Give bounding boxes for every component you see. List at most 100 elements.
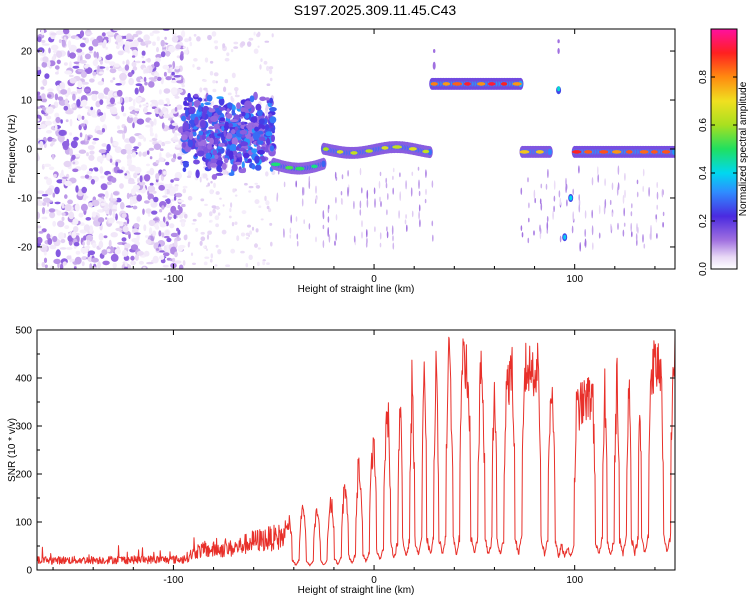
spectrogram-cell [171, 35, 179, 43]
spectrogram-cell [232, 188, 236, 193]
spectrogram-cell [283, 181, 286, 188]
spectrogram-cell [130, 255, 135, 261]
spectrogram-cell [149, 32, 154, 37]
spectrogram-cell [96, 51, 99, 59]
spectrogram-cell [79, 42, 86, 48]
spectrogram-cell [405, 180, 407, 190]
spectrogram-cell [425, 188, 427, 196]
spectrogram-cell [72, 168, 79, 173]
spectrogram-cell [193, 58, 198, 62]
spectrogram-cell [62, 176, 68, 179]
spectrogram-cell [127, 158, 133, 165]
spectrogram-cell [113, 141, 119, 147]
spectrogram-cell [112, 191, 120, 196]
spectrogram-x-ticks: -100 0 100 [52, 29, 656, 285]
spectrogram-cell [424, 198, 427, 204]
spectrogram-cell [126, 192, 130, 200]
spectrogram-cell [82, 85, 85, 90]
spectrogram-cell [399, 191, 402, 202]
spectrogram-cell [45, 115, 52, 120]
spectrogram-cell [373, 187, 376, 195]
spectrogram-cell [89, 150, 95, 155]
spectrogram-cell [124, 243, 131, 249]
spectrogram-cell [74, 203, 80, 212]
spectrogram-cell [149, 156, 153, 160]
spectrogram-cell [125, 33, 133, 41]
spectrogram-cell [163, 111, 168, 115]
spectrogram-cell [158, 220, 165, 225]
spectrogram-cell [260, 58, 263, 62]
spectrogram-cell [165, 204, 171, 208]
spectrogram-cell [69, 118, 73, 127]
spectrogram-cell [135, 83, 143, 87]
spectrogram-cell [185, 109, 189, 118]
spectrogram-cell [265, 110, 268, 114]
spectrogram-cell [50, 44, 59, 51]
spectrogram-cell [81, 115, 85, 120]
spectrogram-cell [205, 152, 212, 159]
spectrogram-cell [219, 197, 222, 200]
spectrogram-cell [94, 168, 99, 172]
spectrogram-cell [131, 61, 137, 68]
spectrogram-cell [322, 210, 325, 218]
spectrogram-cell [37, 200, 44, 206]
spectrogram-cell [159, 201, 167, 208]
spectrogram-cell [48, 166, 55, 171]
spectrogram-cell [256, 109, 263, 117]
spectrogram-cell [149, 132, 154, 137]
spectrogram-cell [116, 129, 124, 134]
spectrogram-cell [48, 208, 56, 213]
spectrogram-cell [249, 95, 255, 103]
spectrogram-cell [176, 227, 180, 232]
spectrogram-cell [139, 181, 146, 186]
spectrogram-cell [88, 168, 94, 172]
spectrogram-cell [662, 150, 671, 154]
spectrogram-cell [182, 188, 187, 194]
spectrogram-cell [327, 204, 330, 210]
spectrogram-cell [624, 172, 626, 181]
spectrogram-cell [236, 235, 240, 242]
spectrogram-cell [147, 185, 156, 193]
spectrogram-cell [214, 129, 219, 134]
spectrogram-cell [205, 184, 209, 188]
spectrogram-cell [540, 202, 543, 211]
snr-y-tick-label: 400 [15, 374, 32, 385]
spectrogram-cell [366, 229, 368, 238]
spectrogram-cell [37, 111, 40, 116]
spectrogram-cell [361, 187, 363, 194]
spectrogram-cell [163, 245, 167, 252]
spectrogram-cell [50, 143, 54, 147]
spectrogram-cell [65, 247, 73, 250]
spectrogram-cell [159, 148, 164, 152]
spectrogram-cell [598, 204, 601, 215]
spectrogram-cell [617, 222, 619, 230]
spectrogram-cell [204, 102, 211, 106]
spectrogram-cell [153, 196, 159, 203]
spectrogram-cell [109, 68, 117, 74]
spectrogram-cell [117, 125, 121, 130]
spectrogram-cell [215, 80, 218, 84]
spectrogram-cell [80, 247, 89, 254]
spectrogram-cell [253, 48, 259, 54]
spectrogram-cell [164, 36, 167, 40]
spectrogram-cell [335, 214, 338, 221]
spectrogram-cell [143, 224, 147, 232]
spectrogram-cell [359, 167, 362, 176]
spectrogram-cell [238, 168, 246, 174]
spectrogram-cell [145, 208, 152, 214]
spectrogram-cell [584, 210, 587, 219]
spectrogram-cell [89, 263, 93, 269]
spectrogram-cell [113, 63, 120, 68]
spectrogram-cell [173, 196, 177, 201]
spectrogram-cell [559, 197, 562, 206]
spectrogram-cell [230, 95, 233, 101]
spectrogram-cell [74, 37, 80, 40]
spectrogram-cell [134, 112, 138, 117]
spectrogram-cell [247, 122, 253, 131]
spectrogram-cell [321, 160, 326, 167]
spectrogram-cell [630, 222, 632, 232]
spectrogram-cell [37, 262, 40, 267]
spectrogram-cell [257, 31, 261, 37]
spectrogram-cell [315, 196, 318, 204]
spectrogram-cell [129, 111, 136, 115]
